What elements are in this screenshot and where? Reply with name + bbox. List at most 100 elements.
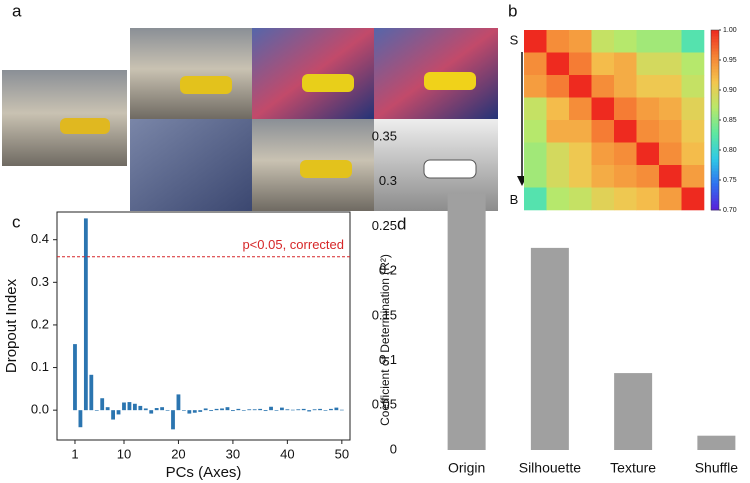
- colorbar-segment: [711, 141, 719, 145]
- y-tick-label: 0.4: [31, 231, 49, 246]
- car: [302, 74, 354, 92]
- heatmap-cell: [524, 52, 547, 76]
- bar: [192, 410, 197, 413]
- colorbar-segment: [711, 129, 719, 133]
- heatmap-cell: [591, 165, 615, 188]
- heatmap-cell: [569, 75, 592, 98]
- colorbar-segment: [711, 57, 719, 61]
- colorbar-segment: [711, 192, 719, 196]
- bar: [258, 408, 263, 411]
- colorbar-segment: [711, 111, 719, 115]
- bar: [296, 409, 301, 411]
- colorbar-segment: [711, 75, 719, 79]
- colorbar-segment: [711, 180, 719, 184]
- heatmap-cell: [569, 142, 592, 166]
- colorbar-segment: [711, 99, 719, 103]
- colorbar-segment: [711, 72, 719, 76]
- heatmap-cell: [569, 97, 592, 121]
- heatmap-cell: [546, 187, 570, 211]
- heatmap-cell: [546, 142, 570, 166]
- row-label: B: [510, 192, 519, 207]
- bar: [334, 407, 339, 411]
- car: [424, 72, 476, 90]
- colorbar-segment: [711, 33, 719, 37]
- heatmap-cell: [591, 75, 615, 98]
- heatmap-cell: [659, 187, 682, 211]
- bar: [111, 410, 116, 420]
- heatmap-cell: [681, 52, 705, 76]
- heatmap-cell: [636, 187, 660, 211]
- heatmap-cell: [614, 97, 637, 121]
- colorbar-segment: [711, 144, 719, 148]
- heatmap-cell: [636, 30, 660, 53]
- heatmap-cell: [659, 52, 682, 76]
- heatmap-cell: [636, 52, 660, 76]
- heatmap-cell: [591, 187, 615, 211]
- x-tick-label: 20: [171, 446, 185, 461]
- car: [300, 160, 352, 178]
- colorbar-segment: [711, 39, 719, 43]
- bar: [329, 408, 333, 411]
- colorbar-segment: [711, 51, 719, 55]
- colorbar-segment: [711, 54, 719, 58]
- bar: [236, 408, 241, 411]
- colorbar-segment: [711, 60, 719, 64]
- colorbar-segment: [711, 204, 719, 208]
- bar: [220, 408, 224, 411]
- colorbar-segment: [711, 126, 719, 130]
- x-axis-label: PCs (Axes): [166, 464, 242, 481]
- colorbar-segment: [711, 48, 719, 52]
- heatmap-cell: [546, 120, 570, 143]
- y-tick-label: 0.1: [379, 352, 397, 367]
- bar: [312, 409, 317, 411]
- colorbar-tick-label: 0.90: [723, 87, 737, 94]
- colorbar-segment: [711, 201, 719, 205]
- bar: [280, 407, 284, 411]
- heatmap-cell: [659, 97, 682, 121]
- colorbar-tick-label: 0.85: [723, 117, 737, 124]
- colorbar-segment: [711, 42, 719, 46]
- x-tick-label: 30: [226, 446, 240, 461]
- colorbar-segment: [711, 171, 719, 175]
- heatmap-cell: [569, 187, 592, 211]
- bar: [127, 402, 132, 411]
- bar: [225, 407, 230, 411]
- heatmap-cell: [546, 97, 570, 121]
- x-tick-label: 1: [71, 446, 78, 461]
- image-panel: [2, 28, 498, 211]
- bar: [323, 410, 328, 411]
- car: [423, 159, 477, 179]
- stylized-image: [252, 28, 374, 119]
- colorbar-tick-label: 0.70: [723, 207, 737, 214]
- heatmap-cell: [636, 165, 660, 188]
- bar: [209, 410, 214, 412]
- bar: [198, 410, 203, 412]
- heatmap-cell: [681, 187, 705, 211]
- bar: [187, 410, 192, 414]
- bar: [105, 407, 110, 411]
- heatmap-cell: [546, 30, 570, 53]
- stylized-image: [130, 28, 252, 119]
- heatmap-cell: [681, 30, 705, 53]
- colorbar-segment: [711, 69, 719, 73]
- heatmap-cell: [614, 75, 637, 98]
- bar: [116, 410, 121, 415]
- y-axis-label: Coefficient of Determination (R²): [378, 254, 392, 426]
- bar: [307, 410, 312, 412]
- panel-label: d: [397, 214, 406, 233]
- y-tick-label: 0.2: [379, 263, 397, 278]
- panel-label: b: [508, 1, 517, 20]
- heatmap-cell: [569, 52, 592, 76]
- colorbar-tick-label: 0.80: [723, 147, 737, 154]
- colorbar-segment: [711, 105, 719, 109]
- plot-frame: [56, 211, 351, 441]
- colorbar-segment: [711, 120, 719, 124]
- bar: [269, 406, 273, 411]
- heatmap-cell: [659, 30, 682, 53]
- colorbar-segment: [711, 78, 719, 82]
- colorbar-segment: [711, 150, 719, 154]
- colorbar-tick-label: 0.95: [723, 57, 737, 64]
- bar: [274, 410, 279, 411]
- heatmap-cell: [681, 142, 705, 166]
